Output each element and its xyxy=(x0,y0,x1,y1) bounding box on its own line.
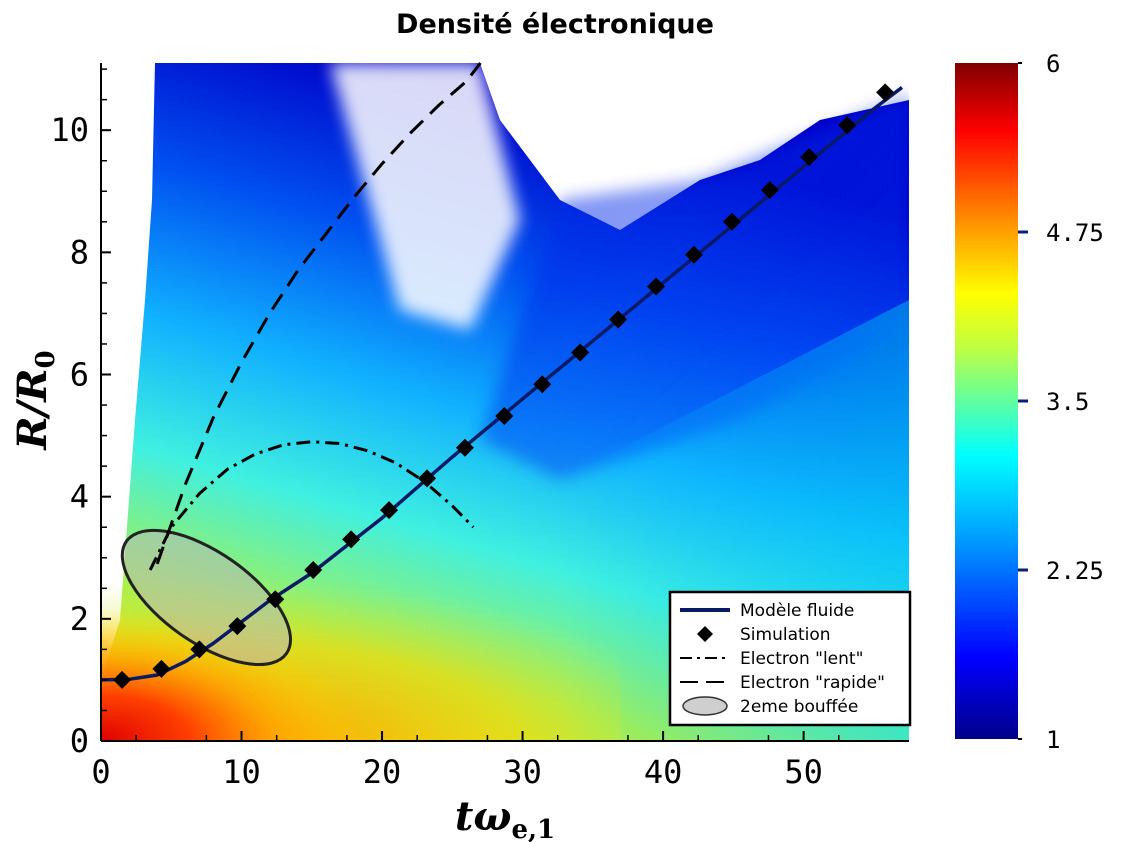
legend-swatch-ellipse xyxy=(682,696,728,716)
simulation-marker xyxy=(228,617,247,636)
density-heatmap xyxy=(101,63,909,741)
simulation-marker xyxy=(647,277,666,296)
legend-label: Electron "rapide" xyxy=(740,673,885,693)
colorbar-tick-label: 6 xyxy=(1046,50,1060,78)
legend-label: Modèle fluide xyxy=(740,601,854,621)
y-axis-label-main: R/R xyxy=(9,369,56,451)
legend-swatch-marker xyxy=(697,626,713,642)
y-axis-label: R/R0 xyxy=(9,350,61,450)
simulation-marker xyxy=(495,407,514,426)
simulation-marker xyxy=(533,375,552,394)
simulation-marker xyxy=(800,148,819,167)
simulation-marker xyxy=(266,590,285,609)
simulation-marker xyxy=(685,245,704,264)
y-tick-label: 6 xyxy=(70,356,89,394)
legend-label: Simulation xyxy=(740,625,831,645)
y-tick-label: 10 xyxy=(50,111,89,149)
simulation-marker xyxy=(760,181,779,200)
x-tick-label: 50 xyxy=(784,753,823,791)
series-line xyxy=(155,62,482,565)
series-layer xyxy=(100,62,904,689)
x-axis-label-subscript: e,1 xyxy=(511,815,555,842)
y-tick-label: 2 xyxy=(70,600,89,638)
simulation-marker xyxy=(876,83,895,102)
x-axis-label-main: tω xyxy=(455,793,512,840)
y-tick-label: 8 xyxy=(70,233,89,271)
legend-label: Electron "lent" xyxy=(740,649,863,669)
legend-label: 2eme bouffée xyxy=(740,697,858,717)
simulation-marker xyxy=(609,310,628,329)
colorbar-ticks: 1 2.25 3.5 4.75 6 xyxy=(1018,50,1104,754)
simulation-marker xyxy=(152,659,171,678)
simulation-marker xyxy=(455,438,474,457)
simulation-marker xyxy=(838,116,857,135)
x-tick-label: 0 xyxy=(91,753,110,791)
x-axis-label: tωe,1 xyxy=(455,793,555,842)
simulation-marker xyxy=(418,469,437,488)
series-line xyxy=(100,86,904,682)
simulation-marker xyxy=(571,343,590,362)
colorbar-tick-label: 4.75 xyxy=(1046,219,1104,247)
simulation-marker xyxy=(113,670,132,689)
colorbar-tick-label: 2.25 xyxy=(1046,557,1104,585)
simulation-marker xyxy=(304,560,323,579)
colorbar xyxy=(955,63,1018,739)
y-tick-label: 4 xyxy=(70,478,89,516)
simulation-marker xyxy=(190,640,209,659)
y-ticks: 0 2 4 6 8 10 xyxy=(50,68,111,760)
legend: Modèle fluide Simulation Electron "lent" El… xyxy=(668,590,912,727)
x-tick-label: 40 xyxy=(644,753,683,791)
y-axis-label-subscript: 0 xyxy=(31,350,61,368)
x-tick-label: 10 xyxy=(222,753,261,791)
second-burst-ellipse xyxy=(120,528,292,667)
simulation-marker xyxy=(342,530,361,549)
density-white-gap xyxy=(330,63,520,330)
simulation-marker xyxy=(722,212,741,231)
colorbar-tick-label: 3.5 xyxy=(1046,388,1089,416)
x-tick-label: 30 xyxy=(503,753,542,791)
chart-title: Densité électronique xyxy=(396,9,714,40)
simulation-marker xyxy=(380,501,399,520)
colorbar-tick-label: 1 xyxy=(1046,726,1060,754)
y-tick-label: 0 xyxy=(70,722,89,760)
x-tick-label: 20 xyxy=(363,753,402,791)
x-ticks: 0 10 20 30 40 50 xyxy=(91,731,840,791)
